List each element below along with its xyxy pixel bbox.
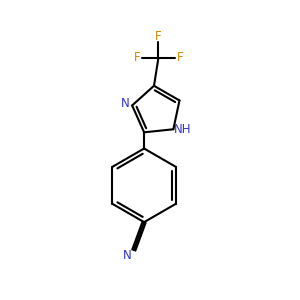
Text: NH: NH [174, 123, 191, 136]
Text: F: F [177, 51, 183, 64]
Text: N: N [123, 249, 132, 262]
Text: F: F [155, 30, 162, 43]
Text: N: N [121, 98, 130, 110]
Text: F: F [134, 51, 140, 64]
